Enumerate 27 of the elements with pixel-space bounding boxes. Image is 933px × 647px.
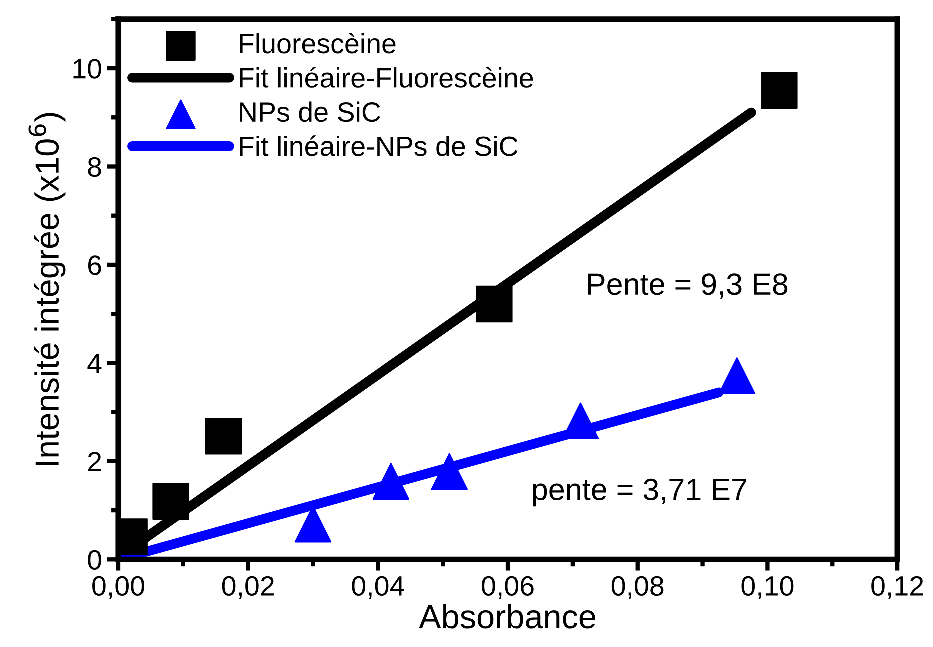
x-tick-label: 0,02 bbox=[222, 576, 274, 600]
annotation: pente = 3,71 E7 bbox=[533, 478, 746, 507]
x-tick-label: 0,06 bbox=[482, 576, 534, 600]
y-tick-label: 6 bbox=[88, 256, 102, 276]
point bbox=[205, 418, 242, 455]
y-tick-label: 4 bbox=[88, 354, 102, 374]
x-tick-label: 0,12 bbox=[872, 576, 924, 600]
point bbox=[760, 72, 798, 110]
x-axis-title: Absorbance bbox=[419, 604, 596, 629]
x-tick-label: 0,08 bbox=[612, 576, 664, 600]
y-tick-label: 8 bbox=[88, 157, 102, 178]
x-tick-label: 0,00 bbox=[92, 576, 144, 600]
x-tick-label: 0,10 bbox=[742, 576, 794, 600]
y-axis-title: Intensité intégrée (x10$^{6}$) bbox=[28, 113, 66, 466]
point bbox=[372, 463, 410, 500]
point bbox=[476, 286, 513, 323]
legend-label: Fit linéaire-NPs de SiC bbox=[240, 136, 518, 156]
legend-label: NPs de SiC bbox=[240, 102, 380, 122]
point bbox=[152, 483, 190, 520]
x-tick-label: 0,04 bbox=[352, 576, 404, 600]
annotation: Pente = 9,3 E8 bbox=[588, 274, 788, 299]
y-tick-label: 2 bbox=[88, 452, 102, 472]
y-tick-label: 10 bbox=[74, 59, 102, 79]
legend-label: Fluorescèine bbox=[240, 32, 396, 54]
y-tick-label: 0 bbox=[88, 550, 102, 570]
point bbox=[431, 453, 468, 490]
legend-label: Fit linéaire-Fluorescèine bbox=[240, 67, 534, 88]
